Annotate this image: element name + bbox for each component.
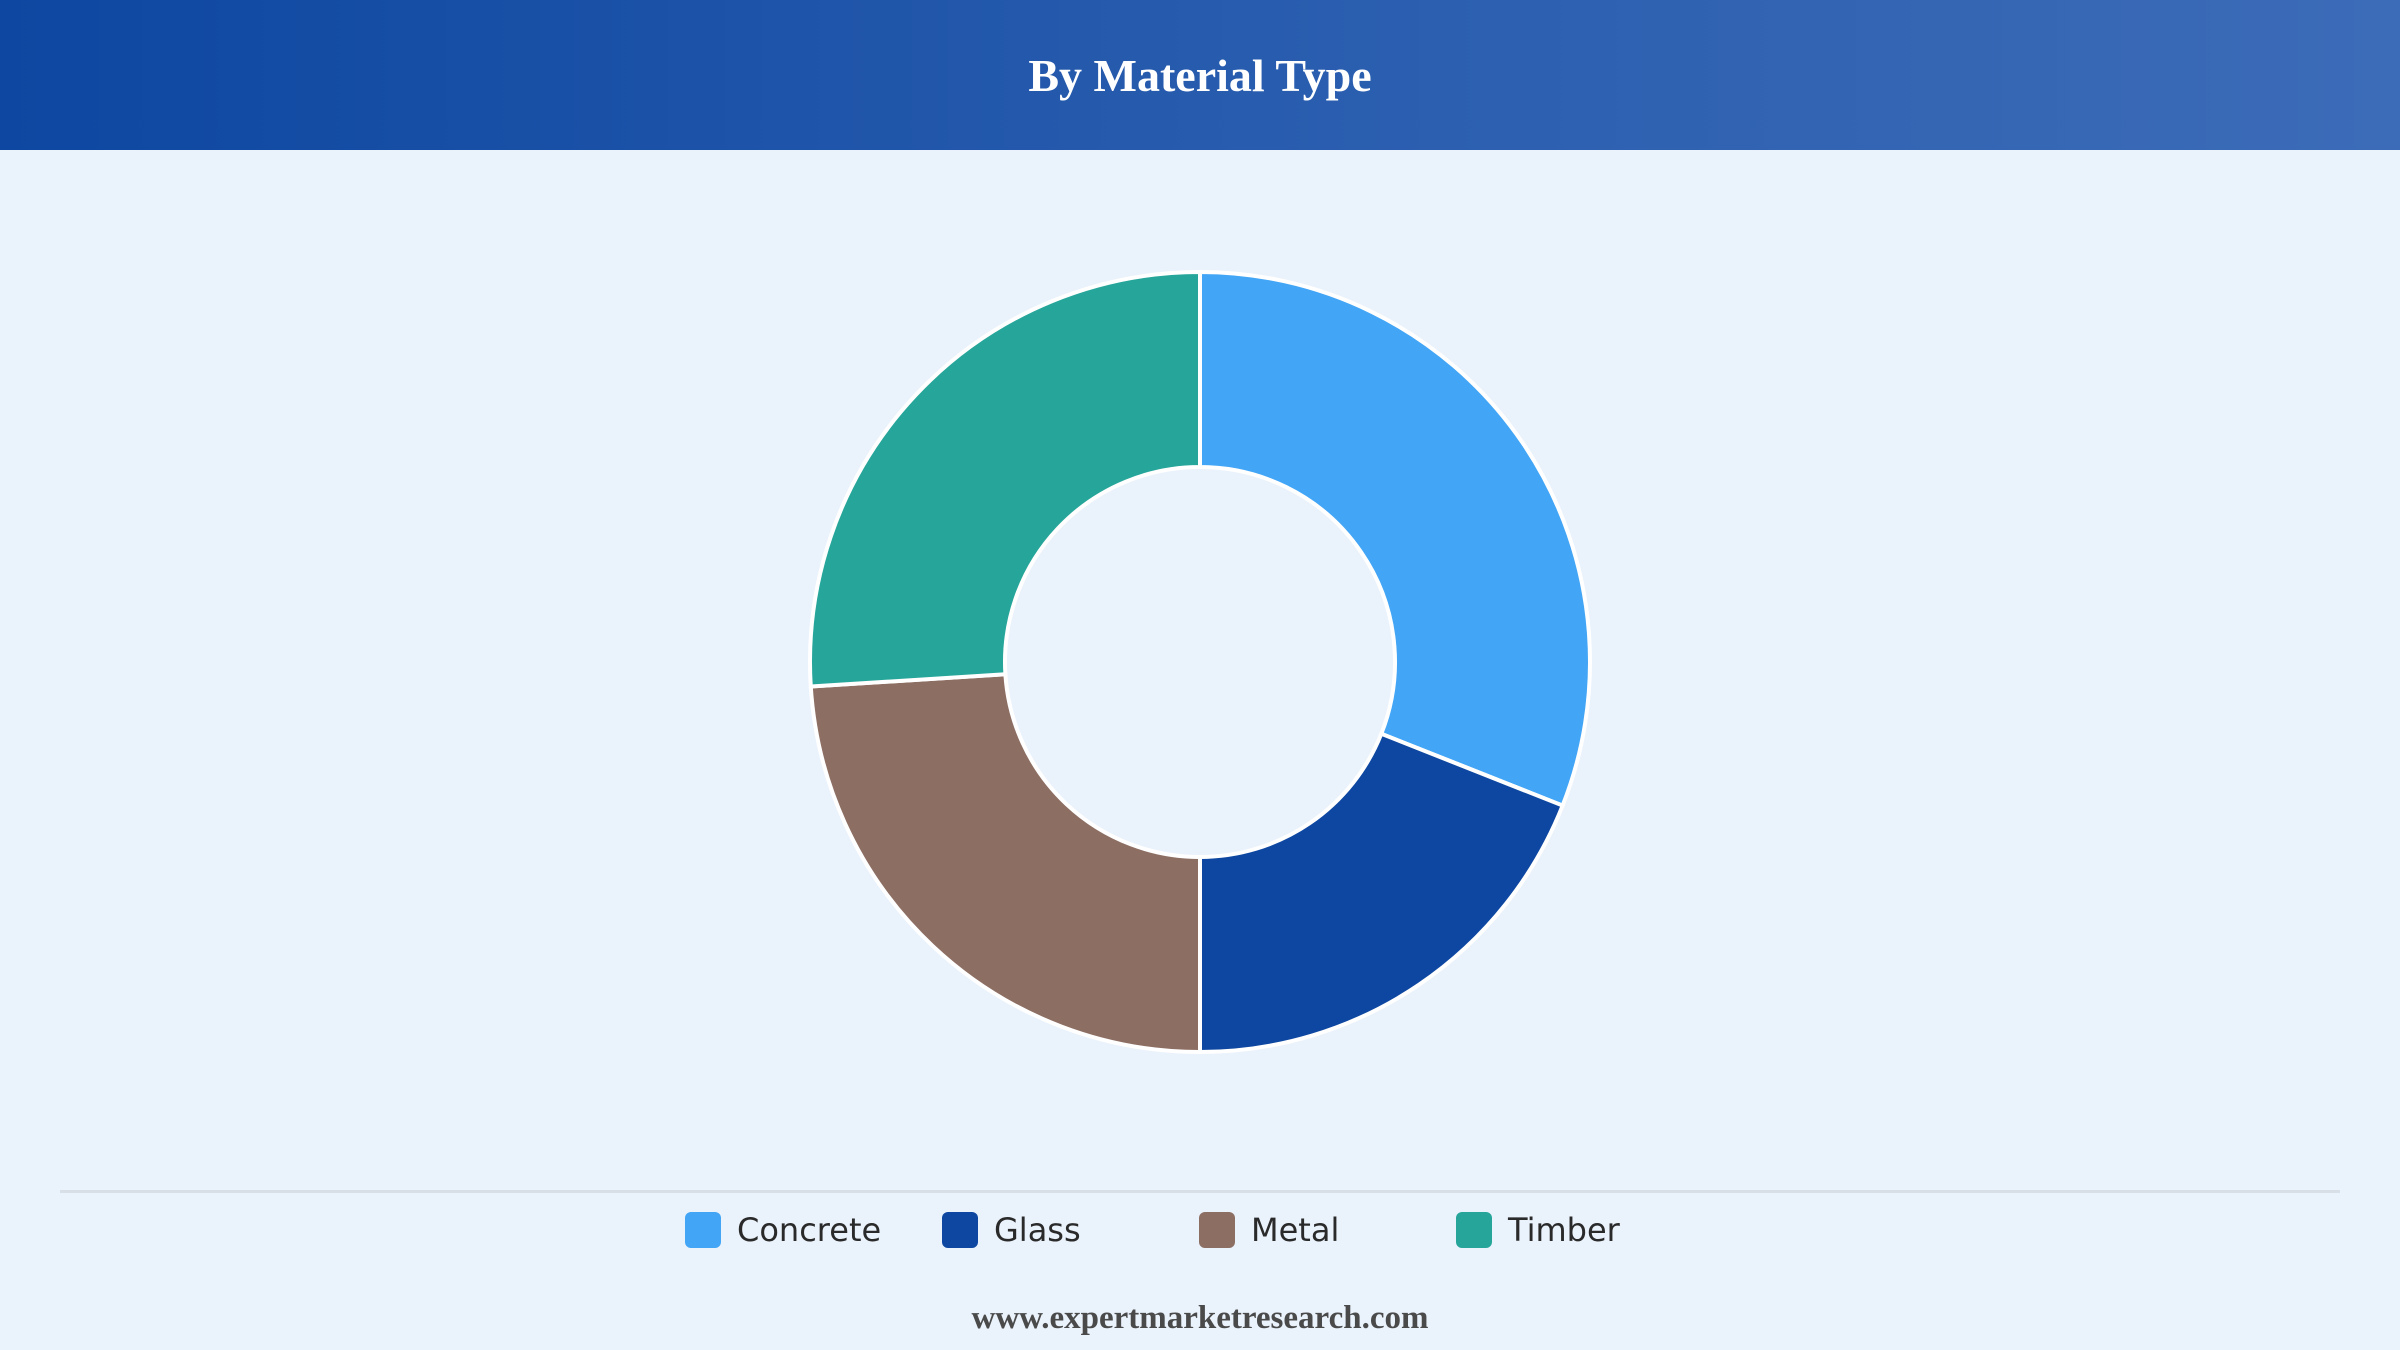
donut-slice-metal[interactable] xyxy=(808,672,1202,1055)
chart-title: By Material Type xyxy=(1028,49,1372,101)
legend-swatch-concrete xyxy=(685,1212,721,1248)
legend-divider xyxy=(60,1190,2340,1193)
donut-slice-timber[interactable] xyxy=(808,269,1202,689)
donut-chart xyxy=(808,269,1592,1055)
header-bar: By Material Type xyxy=(0,0,2400,150)
donut-slice-concrete[interactable] xyxy=(1198,269,1592,809)
legend-swatch-metal xyxy=(1199,1212,1235,1248)
legend-item-concrete[interactable]: Concrete xyxy=(685,1211,942,1249)
legend-swatch-glass xyxy=(942,1212,978,1248)
donut-slice-glass[interactable] xyxy=(1198,731,1566,1055)
legend-item-timber[interactable]: Timber xyxy=(1456,1211,1713,1249)
legend-item-metal[interactable]: Metal xyxy=(1199,1211,1456,1249)
legend-label-concrete: Concrete xyxy=(737,1211,882,1249)
legend-label-metal: Metal xyxy=(1251,1211,1340,1249)
source-footer: www.expertmarketresearch.com xyxy=(971,1300,1429,1336)
legend-item-glass[interactable]: Glass xyxy=(942,1211,1199,1249)
legend-label-glass: Glass xyxy=(994,1211,1081,1249)
legend: Concrete Glass Metal Timber xyxy=(685,1208,1713,1252)
legend-swatch-timber xyxy=(1456,1212,1492,1248)
legend-label-timber: Timber xyxy=(1508,1211,1620,1249)
